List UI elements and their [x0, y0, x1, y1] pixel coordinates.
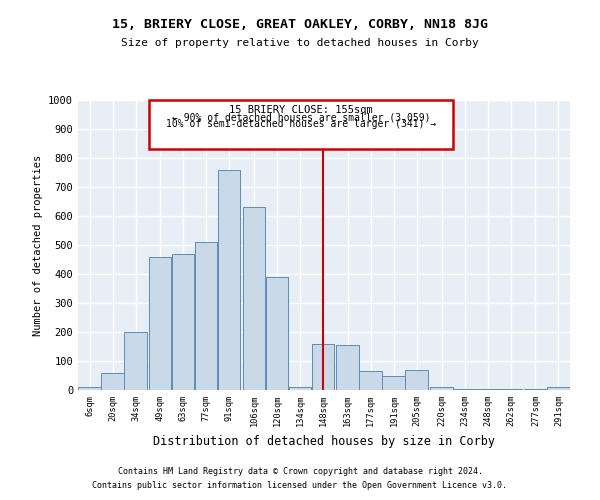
- Bar: [195, 242, 217, 390]
- Text: 15 BRIERY CLOSE: 155sqm: 15 BRIERY CLOSE: 155sqm: [229, 105, 373, 115]
- Bar: [101, 372, 124, 390]
- Text: Contains public sector information licensed under the Open Government Licence v3: Contains public sector information licen…: [92, 481, 508, 490]
- Bar: [289, 387, 311, 390]
- Bar: [337, 345, 359, 390]
- Bar: [406, 370, 428, 390]
- Bar: [524, 388, 547, 390]
- Text: Size of property relative to detached houses in Corby: Size of property relative to detached ho…: [121, 38, 479, 48]
- Bar: [172, 254, 194, 390]
- Bar: [359, 371, 382, 390]
- Text: 10% of semi-detached houses are larger (341) →: 10% of semi-detached houses are larger (…: [166, 118, 436, 128]
- Text: 15, BRIERY CLOSE, GREAT OAKLEY, CORBY, NN18 8JG: 15, BRIERY CLOSE, GREAT OAKLEY, CORBY, N…: [112, 18, 488, 30]
- FancyBboxPatch shape: [149, 100, 453, 150]
- Text: Contains HM Land Registry data © Crown copyright and database right 2024.: Contains HM Land Registry data © Crown c…: [118, 467, 482, 476]
- Bar: [499, 388, 522, 390]
- Text: ← 90% of detached houses are smaller (3,059): ← 90% of detached houses are smaller (3,…: [172, 112, 430, 122]
- Bar: [266, 277, 288, 390]
- Bar: [124, 332, 146, 390]
- Bar: [453, 388, 476, 390]
- Bar: [311, 344, 334, 390]
- Bar: [476, 388, 499, 390]
- Bar: [218, 170, 241, 390]
- Bar: [242, 208, 265, 390]
- Bar: [382, 376, 405, 390]
- X-axis label: Distribution of detached houses by size in Corby: Distribution of detached houses by size …: [153, 434, 495, 448]
- Bar: [430, 387, 452, 390]
- Bar: [78, 387, 101, 390]
- Bar: [547, 387, 569, 390]
- Bar: [149, 256, 171, 390]
- Y-axis label: Number of detached properties: Number of detached properties: [32, 154, 43, 336]
